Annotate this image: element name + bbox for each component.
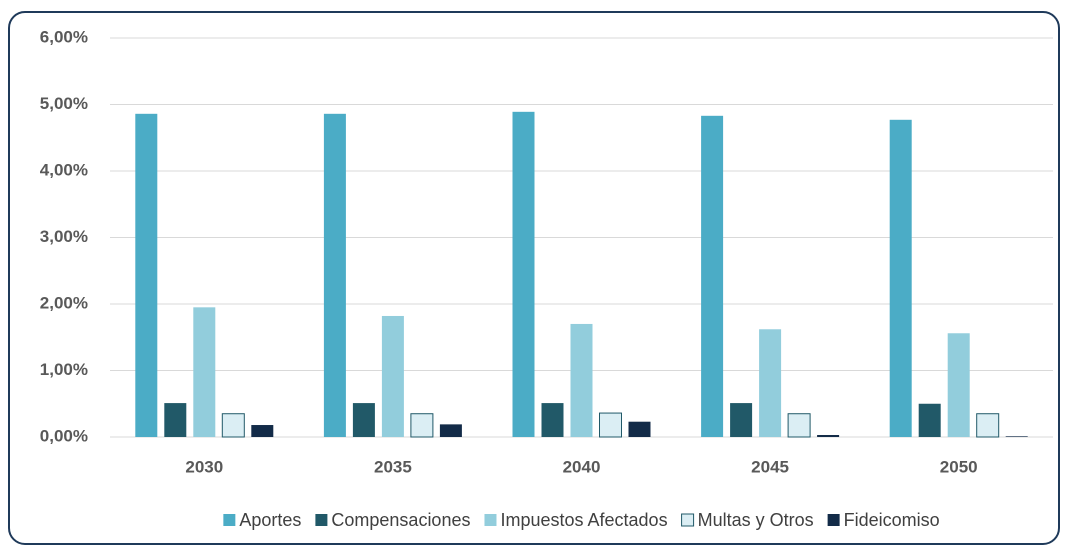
bar: [164, 403, 187, 437]
x-tick-label: 2045: [751, 457, 789, 476]
legend-swatch: [315, 514, 328, 526]
bar: [976, 413, 1000, 438]
bar: [889, 119, 912, 438]
bar: [512, 111, 535, 437]
y-tick-label: 3,00%: [40, 227, 88, 246]
bar: [730, 403, 753, 437]
bar: [947, 333, 970, 437]
bar: [410, 413, 434, 438]
legend-swatch: [223, 514, 236, 526]
bar: [599, 412, 622, 438]
legend-swatch: [681, 513, 695, 527]
x-tick-label: 2050: [940, 457, 978, 476]
bar: [381, 315, 404, 437]
bar: [1005, 436, 1028, 437]
legend-label: Fideicomiso: [844, 510, 940, 530]
legend-label: Compensaciones: [331, 510, 470, 530]
bar: [541, 403, 564, 437]
legend-swatch: [827, 514, 840, 526]
legend-swatch: [484, 514, 497, 526]
bar: [701, 115, 724, 438]
y-tick-label: 2,00%: [40, 293, 88, 312]
y-tick-label: 1,00%: [40, 360, 88, 379]
bar: [817, 435, 840, 437]
bar: [918, 403, 941, 437]
x-tick-label: 2035: [374, 457, 412, 476]
y-tick-label: 5,00%: [40, 94, 88, 113]
bar: [759, 329, 782, 437]
bar: [439, 424, 462, 437]
y-tick-label: 6,00%: [40, 27, 88, 46]
bar: [628, 421, 651, 437]
bar: [352, 403, 375, 437]
x-tick-label: 2040: [563, 457, 601, 476]
legend-label: Multas y Otros: [698, 510, 814, 530]
bar: [787, 413, 811, 438]
bar: [323, 113, 346, 437]
legend-label: Impuestos Afectados: [500, 510, 667, 530]
bar: [251, 425, 274, 437]
bar: [135, 113, 158, 437]
bar: [193, 307, 216, 437]
x-tick-label: 2030: [185, 457, 223, 476]
y-tick-label: 0,00%: [40, 426, 88, 445]
bar: [221, 413, 245, 438]
bar: [570, 323, 593, 437]
legend-label: Aportes: [239, 510, 301, 530]
y-tick-label: 4,00%: [40, 160, 88, 179]
